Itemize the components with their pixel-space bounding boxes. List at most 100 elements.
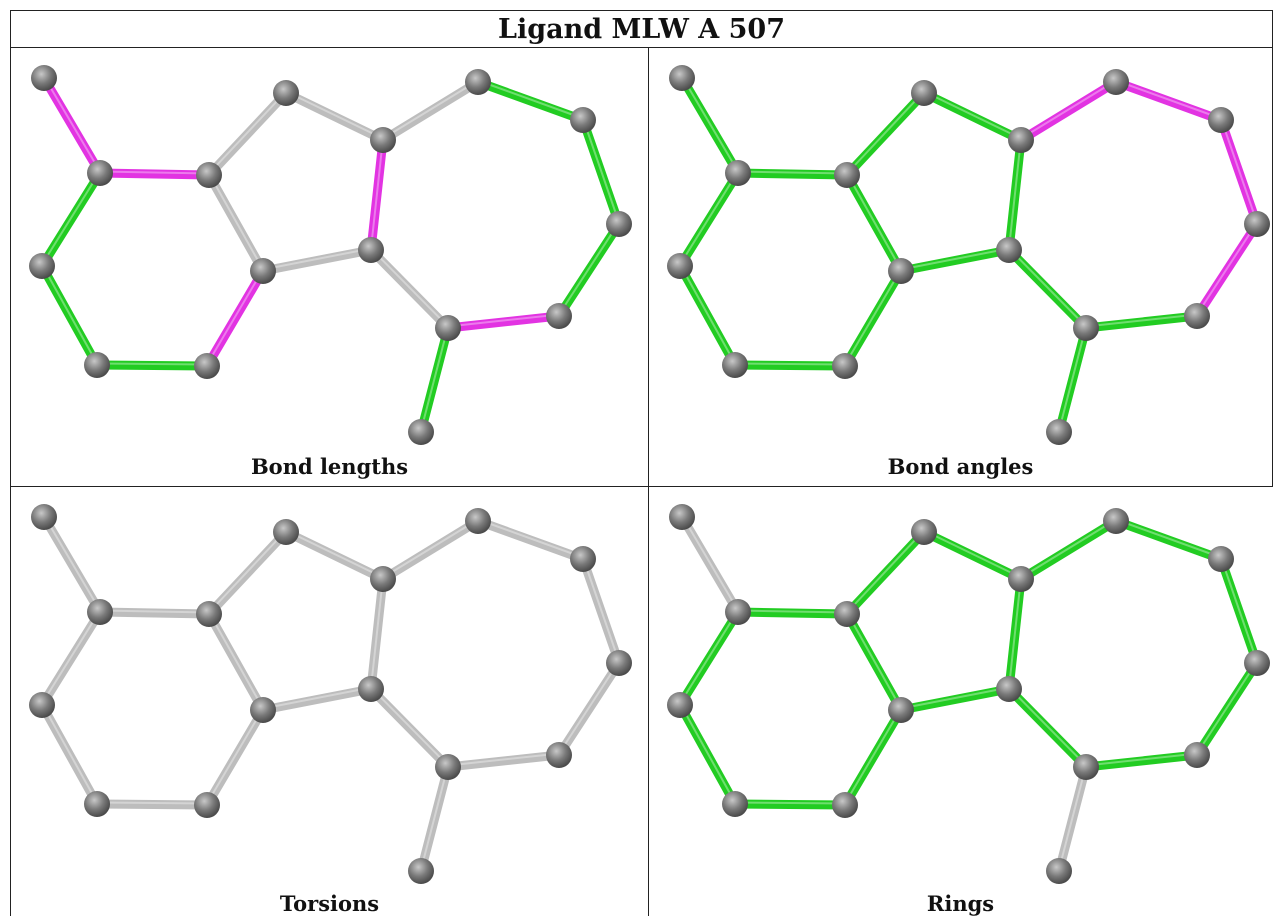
caption-bond-angles: Bond angles [887,454,1034,479]
atom [250,697,276,723]
bond [733,607,852,619]
bond [443,750,564,772]
bond-highlight [41,609,101,705]
atom [546,303,572,329]
atom [370,566,396,592]
bond-highlight [99,170,210,175]
bond-highlight [41,170,101,266]
atom [722,791,748,817]
bond [842,170,906,276]
atom [911,80,937,106]
bond-highlight [370,576,384,689]
bond-highlight [582,556,620,663]
bond [202,705,268,810]
atom [465,508,491,534]
atom [29,692,55,718]
atom [725,599,751,625]
bond [677,512,743,617]
atom [87,599,113,625]
bond-highlight [1008,247,1087,328]
bond-highlight [262,247,372,271]
atom [465,69,491,95]
atom [84,791,110,817]
bond-highlight [382,79,479,140]
bond-highlight [99,609,210,614]
atom [1103,69,1129,95]
bond-highlight [1085,313,1198,328]
bond [204,609,268,715]
bond [1216,115,1262,229]
bond-highlight [681,514,739,612]
bond [675,700,740,809]
bond-highlight [208,611,264,710]
atom [196,162,222,188]
atom [606,650,632,676]
molecule-bond-lengths [29,65,632,445]
bond [37,168,105,271]
atom [194,353,220,379]
atom [358,676,384,702]
caption-bond-lengths: Bond lengths [250,454,409,479]
bond-highlight [558,660,620,755]
bond [842,527,929,619]
bond-highlight [1020,79,1117,140]
bond [919,88,1026,145]
bond [554,219,624,321]
atom [408,419,434,445]
bond-highlight [262,686,372,710]
atom [31,65,57,91]
bond [416,323,453,437]
panel-divider-horizontal [10,486,1273,487]
bond-highlight [681,75,739,173]
atom [834,162,860,188]
bond [1081,311,1202,333]
bond-highlight [370,247,449,328]
bond-highlight [582,117,620,224]
bond-highlight [923,529,1022,579]
bond [366,574,388,694]
bond [554,658,624,760]
atom [834,601,860,627]
bond-highlight [1196,660,1258,755]
atom [194,792,220,818]
bond-highlight [1220,556,1258,663]
atom [888,697,914,723]
bond-highlight [1008,137,1022,250]
bond [281,88,388,145]
bond-highlight [370,686,449,767]
bond [919,527,1026,584]
bond-highlight [206,268,264,366]
atom [1073,754,1099,780]
bond [896,245,1014,276]
bond [840,266,906,371]
bond [37,607,105,710]
bond-highlight [679,702,736,804]
bond-highlight [447,313,560,328]
bond-highlight [900,686,1010,710]
bond [730,360,850,371]
atom [1184,303,1210,329]
bond [1192,219,1262,321]
bond-highlight [41,263,98,365]
bond [416,762,453,876]
bond-highlight [846,529,925,614]
bond-highlight [208,529,287,614]
bond-highlight [477,79,584,120]
bond-highlight [1085,752,1198,767]
atom [606,211,632,237]
molecule-bond-angles [667,65,1270,445]
bond [258,684,376,715]
bond [675,607,743,710]
caption-rings: Rings [926,891,995,916]
atom [370,127,396,153]
bond [730,799,850,810]
atom [669,65,695,91]
bond-highlight [844,707,902,805]
atom [435,315,461,341]
bond-highlight [734,801,846,805]
figure-title: Ligand MLW A 507 [10,10,1273,48]
atom [1184,742,1210,768]
atom [546,742,572,768]
bond-highlight [1115,518,1222,559]
bond [366,135,388,255]
